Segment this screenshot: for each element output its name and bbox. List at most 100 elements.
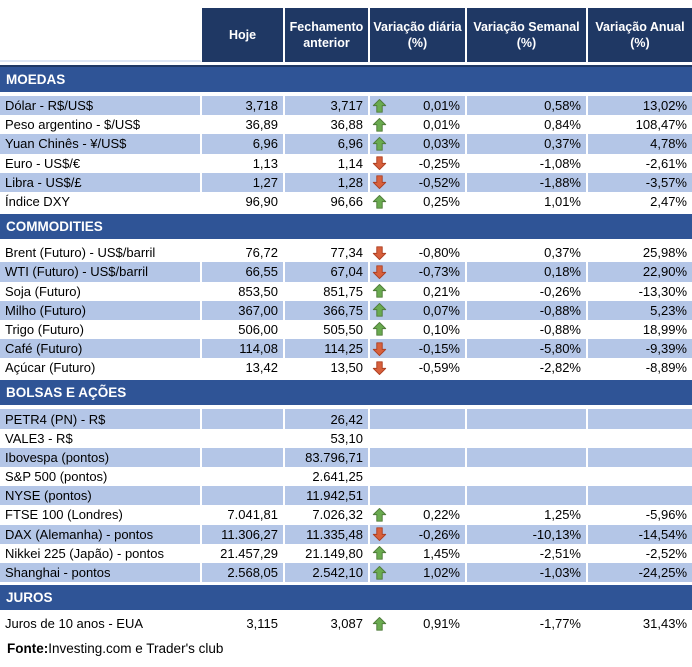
arrow-up-icon [372,98,387,113]
cell-fechamento-anterior: 851,75 [285,281,370,301]
cell-hoje: 21.457,29 [202,543,285,563]
table-row: Libra - US$/£ 1,27 1,28 -0,52% -1,88% -3,57% [0,172,692,192]
cell-variacao-anual: 31,43% [642,616,687,632]
row-label: DAX (Alemanha) - pontos [0,524,202,544]
variacao-diaria-value: -0,26% [418,526,460,542]
section-header-juros: JUROS [0,585,692,611]
cell-fechamento-anterior: 1,14 [285,153,370,173]
cell-variacao-semanal [467,409,588,429]
cell-variacao-anual [588,429,692,448]
table-row: FTSE 100 (Londres) 7.041,81 7.026,32 0,22% 1… [0,505,692,525]
cell-variacao-anual: -9,39% [588,339,692,359]
cell-variacao-anual: 5,23% [588,300,692,320]
cell-fechamento-anterior: 11.942,51 [285,486,370,506]
arrow-up-icon [372,284,387,299]
cell-hoje: 114,08 [202,339,285,359]
cell-fechamento-anterior: 53,10 [285,428,370,448]
cell-variacao-semanal: 1,01% [467,191,588,212]
cell-variacao-semanal [467,486,588,506]
cell-fechamento-anterior: 36,88 [285,115,370,135]
cell-variacao-anual [588,486,692,506]
cell-variacao-semanal: -2,82% [467,358,588,378]
cell-hoje [202,428,285,448]
column-header-variacao-anual: Variação Anual (%) [588,8,692,62]
cell-fechamento-anterior: 67,04 [285,262,370,282]
cell-variacao-diaria: 1,02% [370,562,467,583]
cell-variacao-diaria [370,447,467,467]
cell-fechamento-anterior: 2.542,10 [285,562,370,583]
cell-fechamento-anterior: 114,25 [285,339,370,359]
cell-variacao-anual: 13,02% [588,96,692,116]
arrow-down-icon [372,264,387,279]
row-label: Yuan Chinês - ¥/US$ [0,134,202,154]
cell-fechamento-anterior: 505,50 [285,319,370,340]
cell-variacao-anual: 18,99% [642,321,687,337]
table-row: Brent (Futuro) - US$/barril 76,72 77,34 -0,… [0,243,692,263]
source-footer: Fonte: Investing.com e Trader's club [0,638,692,658]
row-label: Trigo (Futuro) [0,319,202,340]
variacao-diaria-value: -0,25% [418,155,460,171]
cell-variacao-semanal: -5,80% [467,339,588,359]
cell-hoje: 1,13 [202,153,285,173]
cell-variacao-diaria [370,467,467,487]
table-row: Juros de 10 anos - EUA 3,115 3,087 0,91% -1,… [0,614,692,634]
cell-variacao-diaria: 0,10% [370,319,467,340]
variacao-diaria-value: 0,25% [423,194,460,210]
variacao-diaria-value: -0,80% [418,245,460,261]
cell-variacao-anual: -8,89% [645,360,687,376]
row-label: Café (Futuro) [0,339,202,359]
cell-variacao-semanal [467,467,588,487]
cell-fechamento-anterior: 1,28 [285,172,370,192]
row-label: Libra - US$/£ [0,172,202,192]
arrow-down-icon [372,360,387,375]
cell-hoje: 7.041,81 [202,505,285,525]
cell-variacao-diaria: 0,01% [370,96,467,116]
cell-variacao-diaria: -0,80% [370,243,467,263]
cell-hoje: 1,27 [202,172,285,192]
cell-variacao-diaria [370,428,467,448]
variacao-diaria-value: 1,02% [423,565,460,581]
row-label: WTI (Futuro) - US$/barril [0,262,202,282]
row-label: Brent (Futuro) - US$/barril [0,243,202,263]
variacao-diaria-value: 1,45% [423,545,460,561]
table-row: VALE3 - R$ 53,10 [0,428,692,448]
cell-fechamento-anterior: 21.149,80 [285,543,370,563]
cell-fechamento-anterior: 7.026,32 [285,505,370,525]
table-row: Peso argentino - $/US$ 36,89 36,88 0,01% 0,8… [0,115,692,135]
cell-fechamento-anterior: 26,42 [285,409,370,429]
cell-hoje: 11.306,27 [202,524,285,544]
variacao-diaria-value: -0,59% [418,360,460,376]
cell-variacao-semanal: 0,37% [467,243,588,263]
cell-hoje: 2.568,05 [202,562,285,583]
cell-variacao-semanal: -0,88% [467,319,588,340]
cell-hoje: 506,00 [202,319,285,340]
arrow-up-icon [372,194,387,209]
cell-variacao-semanal: 0,37% [467,134,588,154]
cell-hoje: 6,96 [202,134,285,154]
table-row: PETR4 (PN) - R$ 26,42 [0,409,692,429]
arrow-up-icon [372,303,387,318]
cell-variacao-anual: -3,57% [588,172,692,192]
cell-hoje: 76,72 [202,243,285,263]
row-label: Shanghai - pontos [0,562,202,583]
section-header-bolsas-e-a-es: BOLSAS E AÇÕES [0,380,692,406]
cell-variacao-diaria: 0,03% [370,134,467,154]
section-header-commodities: COMMODITIES [0,214,692,240]
cell-variacao-semanal: 0,84% [467,115,588,135]
cell-variacao-diaria: 0,21% [370,281,467,301]
row-label: Índice DXY [0,191,202,212]
cell-variacao-diaria [370,409,467,429]
column-header-row: Hoje Fechamento anterior Variação diária… [0,8,692,62]
table-row: NYSE (pontos) 11.942,51 [0,486,692,506]
cell-variacao-semanal: -10,13% [467,524,588,544]
cell-variacao-anual: 108,47% [635,117,687,133]
variacao-diaria-value: -0,52% [418,174,460,190]
source-text: Investing.com e Trader's club [48,640,224,656]
variacao-diaria-value: 0,21% [423,283,460,299]
arrow-down-icon [372,527,387,542]
arrow-up-icon [372,565,387,580]
cell-hoje: 36,89 [202,115,285,135]
row-label: Soja (Futuro) [0,281,202,301]
cell-variacao-diaria: 0,91% [370,614,467,634]
